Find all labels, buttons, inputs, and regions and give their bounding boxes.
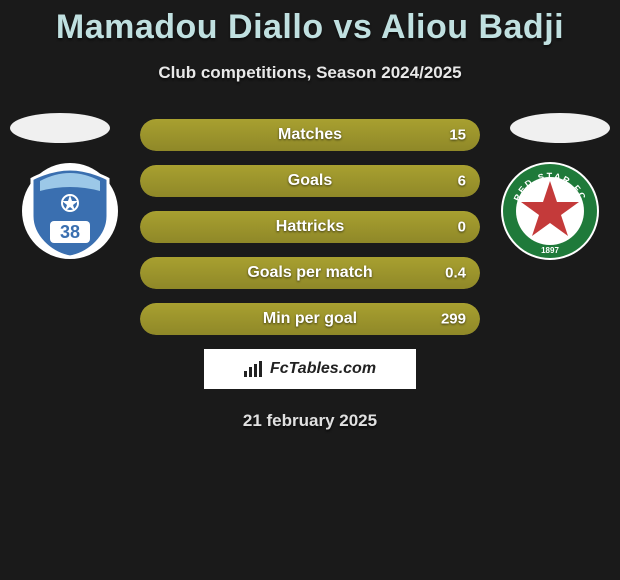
stat-label: Hattricks	[276, 218, 344, 236]
subtitle: Club competitions, Season 2024/2025	[0, 63, 620, 83]
bars-icon	[244, 361, 264, 377]
stat-value: 15	[449, 127, 466, 144]
club-badge-left: 38	[20, 161, 120, 261]
stat-label: Min per goal	[263, 310, 357, 328]
stat-bar: Hattricks 0	[140, 211, 480, 243]
branding-text: FcTables.com	[270, 360, 376, 378]
stat-value: 0.4	[445, 265, 466, 282]
stat-value: 0	[458, 219, 466, 236]
stat-bar: Goals 6	[140, 165, 480, 197]
badge-left-text: 38	[60, 222, 80, 242]
stat-bar: Goals per match 0.4	[140, 257, 480, 289]
stat-value: 299	[441, 311, 466, 328]
stat-label: Matches	[278, 126, 342, 144]
page-title: Mamadou Diallo vs Aliou Badji	[0, 0, 620, 47]
stat-bar: Matches 15	[140, 119, 480, 151]
comparison-panel: 38 RED STAR FC 1897 Matches 15 Goals 6	[0, 113, 620, 431]
branding-box: FcTables.com	[204, 349, 416, 389]
stat-value: 6	[458, 173, 466, 190]
stat-bar: Min per goal 299	[140, 303, 480, 335]
player-photo-left-placeholder	[10, 113, 110, 143]
badge-right-year: 1897	[541, 246, 559, 255]
stat-label: Goals per match	[247, 264, 372, 282]
club-badge-right: RED STAR FC 1897	[500, 161, 600, 261]
stat-label: Goals	[288, 172, 332, 190]
stat-bars: Matches 15 Goals 6 Hattricks 0 Goals per…	[140, 113, 480, 335]
player-photo-right-placeholder	[510, 113, 610, 143]
date-text: 21 february 2025	[0, 411, 620, 431]
